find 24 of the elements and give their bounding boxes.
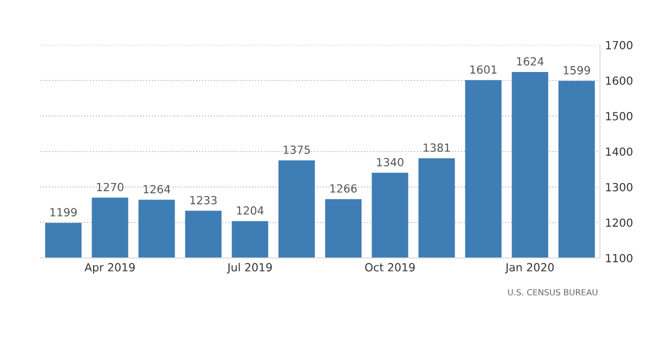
y-tick-label: 1100 <box>606 254 632 262</box>
data-label: 1233 <box>190 196 217 204</box>
y-tick-label: 1200 <box>606 218 632 227</box>
x-tick-label: Oct 2019 <box>365 263 415 272</box>
x-tick-label: Apr 2019 <box>84 263 135 274</box>
data-label: 1270 <box>97 182 124 192</box>
y-tick-label: 1500 <box>606 112 632 120</box>
y-tick-label: 1700 <box>606 40 632 50</box>
data-label: 1264 <box>144 184 170 194</box>
data-label: 1381 <box>424 143 450 152</box>
x-tick-label: Jan 2020 <box>504 263 554 274</box>
y-tick-label: 1300 <box>606 182 632 192</box>
text: U.S. CENSUS BUREAU <box>508 289 598 296</box>
data-label: 1340 <box>377 158 404 166</box>
data-label: 1375 <box>284 146 310 154</box>
data-label: 1601 <box>470 65 496 74</box>
data-label: 1599 <box>564 66 590 74</box>
data-label: 1266 <box>330 184 357 193</box>
x-tick-label: Jul 2019 <box>226 262 272 274</box>
y-tick-label: 1600 <box>606 76 632 85</box>
data-label: 1204 <box>237 206 264 215</box>
data-label: 1624 <box>517 57 544 66</box>
data-label: 1199 <box>50 208 77 216</box>
y-tick-label: 1400 <box>606 147 632 156</box>
